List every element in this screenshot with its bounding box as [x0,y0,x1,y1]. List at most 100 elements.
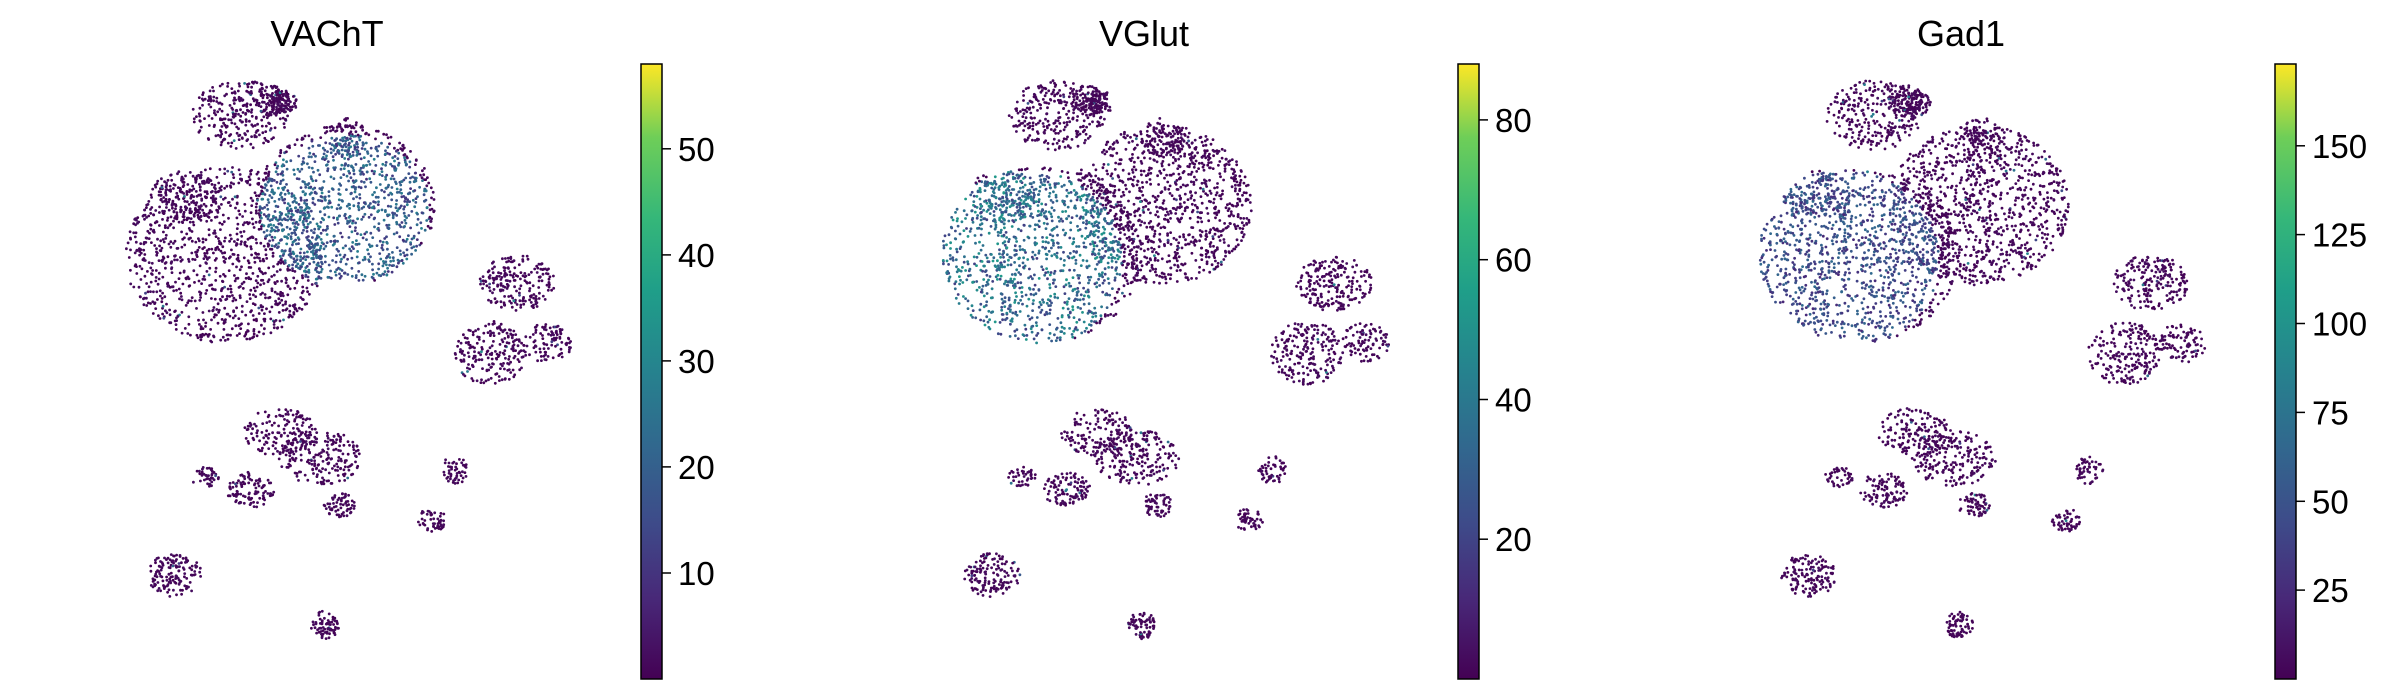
cell-point [216,302,220,306]
cell-point [300,424,304,427]
cell-point [289,314,292,318]
cell-point [255,202,258,206]
cell-point [460,461,464,465]
cell-point [955,250,959,254]
cell-point [199,333,203,337]
cell-point [284,276,288,280]
cell-point [348,124,352,128]
cell-point [291,267,294,270]
cell-point [311,201,315,205]
cell-point [326,436,330,440]
cell-point [144,291,147,295]
cell-point [136,216,140,220]
cell-point [275,270,279,273]
cell-point [255,135,258,139]
cell-point [335,621,339,624]
cell-point [283,192,287,196]
cell-point [199,291,203,295]
cell-point [313,435,317,439]
cell-point [259,241,263,245]
cell-point [163,262,167,265]
cell-point [193,570,197,573]
cell-point [232,296,236,300]
cell-point [181,221,185,225]
cell-point [402,147,405,150]
cell-point [534,302,538,305]
cell-point [364,141,368,145]
cell-point [129,268,132,272]
cell-point [274,90,278,94]
cell-point [326,167,330,171]
cell-point [192,214,196,218]
cell-point [1028,205,1032,208]
cell-point [272,440,276,444]
cell-point [132,231,136,235]
cell-point [310,155,313,159]
cell-point [239,230,243,234]
cell-point [321,146,325,150]
cell-point [536,266,540,270]
cell-point [213,183,217,187]
cell-point [191,107,195,111]
cell-point [201,208,205,212]
cell-point [258,214,262,217]
cell-point [315,266,318,270]
cell-point [409,226,412,230]
cell-point [304,440,308,443]
cell-point [325,163,328,167]
cell-point [357,261,361,265]
cell-point [159,239,163,243]
cell-point [314,467,318,471]
cell-point [270,104,274,108]
umap-scatter [941,79,1390,641]
cell-point [149,223,153,227]
cell-point [333,464,336,468]
cell-point [300,206,303,209]
cell-point [204,238,208,242]
cell-point [442,519,445,523]
cell-point [346,476,350,480]
cell-point [514,333,518,336]
cell-point [338,253,342,257]
cell-point [1040,328,1044,332]
cell-point [198,298,202,302]
cell-point [1020,286,1024,289]
cell-point [270,93,273,97]
cell-point [223,172,227,176]
cell-point [1039,212,1043,216]
cell-point [369,146,373,150]
cell-point [234,206,237,210]
cell-point [1056,241,1059,245]
cell-point [398,249,402,253]
cell-point [312,260,316,264]
cell-point [129,248,132,252]
cell-point [499,300,503,304]
cell-point [335,207,339,211]
cell-point [1053,292,1057,296]
cell-point [369,154,373,158]
cell-point [217,181,221,185]
cell-point [280,90,284,93]
cell-point [243,477,247,481]
cell-point [1028,176,1032,180]
cell-point [228,295,232,298]
cell-point [286,413,290,416]
cell-point [261,446,264,450]
cell-point [212,471,216,474]
cell-point [284,308,288,312]
cell-point [365,131,368,135]
cell-point [1092,312,1095,315]
cell-point [986,282,990,286]
cell-point [303,255,306,259]
cell-point [1045,257,1048,261]
cell-point [464,475,468,478]
cell-point [559,347,563,351]
cell-point [299,258,302,262]
cell-point [149,227,153,231]
cell-point [266,180,270,184]
cell-point [414,249,417,252]
cell-point [958,247,962,251]
cell-point [942,244,946,248]
cell-point [943,234,947,238]
colorbar-tick-label: 50 [678,131,715,168]
